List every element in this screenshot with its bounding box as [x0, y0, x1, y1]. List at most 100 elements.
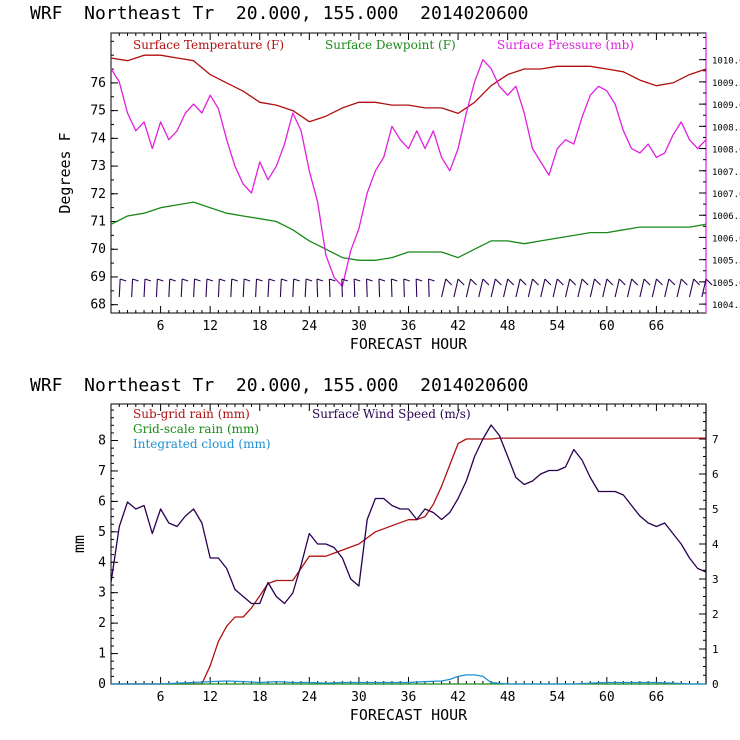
wind-barb-staff [118, 278, 121, 298]
y2-tick-label: 1005.0 [712, 279, 740, 289]
wind-barb-staff [390, 278, 393, 298]
wind-barb-staff [478, 278, 484, 298]
wind-barb-flag [532, 278, 539, 286]
x-tick-label: 60 [599, 319, 615, 334]
y2-tick-label: 4 [712, 538, 719, 551]
series-line-2 [110, 59, 707, 287]
y-tick-label: 68 [90, 298, 106, 313]
wind-barb-staff [242, 278, 245, 298]
x-axis-label: FORECAST HOUR [350, 335, 468, 353]
wind-barb-flag [391, 278, 398, 282]
y-tick-label: 72 [90, 187, 106, 202]
wind-barb-staff [664, 278, 670, 298]
wind-barb-flag [354, 278, 361, 282]
wind-barb-flag [544, 278, 552, 286]
wind-barb-staff [676, 278, 682, 298]
x-tick-label: 24 [302, 319, 318, 334]
legend-entry-2: Integrated cloud (mm) [133, 437, 271, 451]
wind-barb-staff [328, 278, 331, 298]
wind-barb-staff [230, 278, 233, 298]
wind-barb-staff [701, 278, 707, 298]
wind-barb-staff [441, 278, 447, 298]
y2-tick-label: 1008.5 [712, 123, 740, 133]
wind-barb-flag [268, 278, 276, 282]
y-tick-label: 8 [98, 434, 106, 449]
wind-barb-staff [316, 278, 319, 298]
x-tick-label: 18 [252, 690, 268, 705]
wind-barb-flag [507, 278, 515, 286]
wind-barb-staff [453, 278, 459, 298]
series-line-1 [110, 201, 707, 261]
y-tick-label: 4 [98, 555, 106, 570]
y-tick-label: 76 [90, 76, 106, 91]
y2-tick-label: 1009.0 [712, 101, 740, 111]
wind-barb-flag [256, 278, 263, 282]
legend-entry-3: Surface Wind Speed (m/s) [312, 407, 471, 421]
wind-barb-flag [693, 278, 701, 286]
x-tick-label: 66 [649, 690, 665, 705]
wind-barb-staff [168, 278, 171, 298]
wind-barb-staff [366, 278, 368, 298]
x-tick-label: 48 [500, 319, 516, 334]
wind-barb-flag [680, 278, 688, 286]
wind-barb-flag [194, 278, 201, 282]
y-tick-label: 5 [98, 525, 106, 540]
y-tick-label: 75 [90, 104, 106, 119]
x-tick-label: 6 [157, 690, 165, 705]
wind-barb-flag [606, 278, 614, 286]
y-tick-label: 70 [90, 242, 106, 257]
y2-tick-label: 1004.5 [712, 301, 740, 311]
wind-barb-staff [217, 278, 220, 298]
wind-barb-staff [131, 278, 134, 298]
wind-barb-staff [639, 278, 645, 298]
plot-frame [110, 32, 707, 314]
y-tick-label: 3 [98, 586, 106, 601]
wind-barb-staff [292, 278, 295, 298]
wind-barb-flag [231, 278, 238, 282]
y-axis-label: mm [70, 535, 88, 553]
y2-tick-label: 1006.5 [712, 212, 740, 222]
x-tick-label: 30 [351, 319, 367, 334]
y2-tick-label: 1007.0 [712, 190, 740, 200]
wind-barb-staff [180, 278, 183, 298]
wind-barb-flag [378, 278, 386, 282]
x-tick-label: 60 [599, 690, 615, 705]
wind-barb-flag [281, 278, 288, 282]
y2-tick-label: 3 [712, 573, 719, 586]
wind-barb-flag [594, 278, 601, 286]
series-line-3 [110, 424, 707, 605]
y-tick-label: 7 [98, 464, 106, 479]
y2-tick-label: 1007.5 [712, 168, 740, 178]
wind-barb-flag [428, 278, 435, 282]
y-tick-label: 2 [98, 616, 106, 631]
x-tick-label: 18 [252, 319, 268, 334]
wind-barb-staff [465, 278, 472, 298]
wind-barb-staff [155, 278, 158, 298]
x-tick-label: 12 [202, 319, 218, 334]
y-tick-label: 0 [98, 677, 106, 692]
x-tick-label: 42 [450, 319, 466, 334]
x-tick-label: 30 [351, 690, 367, 705]
wind-barb-flag [293, 278, 300, 282]
wind-barb-flag [519, 278, 527, 286]
y2-tick-label: 0 [712, 678, 719, 691]
wind-barb-flag [705, 278, 713, 286]
wind-barb-flag [494, 278, 502, 286]
y2-tick-label: 7 [712, 433, 719, 446]
legend-entry-0: Sub-grid rain (mm) [133, 407, 250, 421]
y2-tick-label: 1009.5 [712, 79, 740, 89]
wind-barb-flag [457, 278, 465, 286]
wind-barb-staff [490, 278, 496, 298]
wind-barb-flag [643, 278, 651, 286]
y2-tick-label: 2 [712, 608, 719, 621]
wind-barb-flag [316, 278, 324, 282]
wind-barb-flag [668, 278, 676, 286]
wind-barb-staff [515, 278, 521, 298]
y2-tick-label: 5 [712, 503, 719, 516]
wind-barb-staff [143, 278, 146, 298]
chart2-title: WRF Northeast Tr 20.000, 155.000 2014020… [30, 375, 529, 396]
wind-barb-staff [205, 278, 208, 298]
wind-barb-staff [502, 278, 509, 298]
x-tick-label: 48 [500, 690, 516, 705]
legend-entry-2: Surface Pressure (mb) [497, 38, 634, 52]
